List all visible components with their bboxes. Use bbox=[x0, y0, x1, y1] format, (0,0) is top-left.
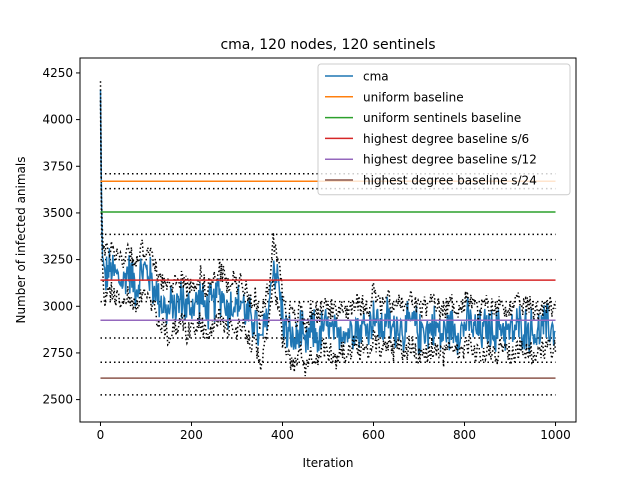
legend: cma uniform baseline uniform sentinels bas… bbox=[317, 63, 571, 196]
legend-label: uniform baseline bbox=[363, 90, 464, 104]
axes-frame bbox=[79, 57, 577, 423]
x-tick-label: 800 bbox=[453, 428, 476, 442]
y-tick-label: 2750 bbox=[42, 346, 73, 360]
x-axis-label: Iteration bbox=[303, 456, 354, 470]
legend-box bbox=[317, 63, 571, 196]
axes: 0 200 400 600 800 1000 2500 2750 3000 3250 3500 375… bbox=[42, 57, 577, 442]
cma-envelope-lower bbox=[99, 100, 557, 377]
y-tick-label: 3250 bbox=[42, 253, 73, 267]
legend-label: highest degree baseline s/24 bbox=[363, 174, 537, 188]
legend-label: uniform sentinels baseline bbox=[363, 111, 521, 125]
x-tick-label: 200 bbox=[180, 428, 203, 442]
y-axis-label: Number of infected animals bbox=[14, 157, 28, 324]
series-line-cma bbox=[99, 89, 556, 356]
y-tick-label: 3000 bbox=[42, 299, 73, 313]
y-tick-label: 2500 bbox=[42, 393, 73, 407]
cma-envelope-upper bbox=[99, 81, 557, 334]
y-tick-label: 4250 bbox=[42, 66, 73, 80]
x-tick-label: 600 bbox=[362, 428, 385, 442]
chart-title: cma, 120 nodes, 120 sentinels bbox=[220, 37, 435, 53]
x-tick-label: 400 bbox=[271, 428, 294, 442]
legend-label: cma bbox=[363, 70, 389, 84]
x-tick-label: 0 bbox=[97, 428, 105, 442]
y-tick-label: 3750 bbox=[42, 159, 73, 173]
y-tick-label: 4000 bbox=[42, 113, 73, 127]
x-tick-label: 1000 bbox=[540, 428, 571, 442]
y-tick-label: 3500 bbox=[42, 206, 73, 220]
legend-label: highest degree baseline s/6 bbox=[363, 132, 529, 146]
legend-label: highest degree baseline s/12 bbox=[363, 153, 537, 167]
